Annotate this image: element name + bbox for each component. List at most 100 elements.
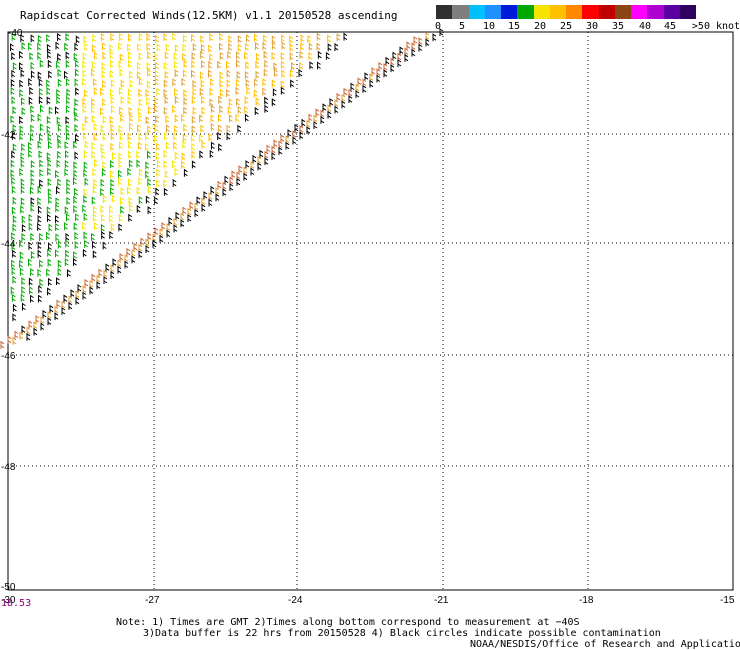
wind-barb xyxy=(82,52,87,61)
wind-barb xyxy=(19,116,23,124)
wind-barb xyxy=(75,35,80,44)
wind-barb xyxy=(218,42,223,51)
wind-barb xyxy=(37,34,42,43)
wind-barb xyxy=(120,205,125,214)
wind-barb xyxy=(64,141,69,150)
wind-barb xyxy=(192,79,197,88)
wind-barb xyxy=(12,124,17,133)
wind-barb xyxy=(39,179,43,188)
wind-barb xyxy=(57,150,61,159)
wind-barb xyxy=(200,50,204,59)
wind-barb xyxy=(118,169,122,178)
wind-barb xyxy=(118,214,123,223)
wind-barb xyxy=(183,168,188,177)
wind-barb xyxy=(92,206,97,214)
wind-barb xyxy=(92,240,96,249)
wind-barb xyxy=(166,229,171,238)
wind-barb xyxy=(138,132,143,141)
wind-barb xyxy=(348,88,353,97)
wind-barb xyxy=(325,51,330,60)
wind-barb xyxy=(93,222,98,230)
wind-barb xyxy=(37,185,42,194)
wind-barb xyxy=(92,250,97,259)
wind-barb xyxy=(57,33,61,41)
wind-barb xyxy=(181,114,185,123)
wind-barb xyxy=(11,150,16,159)
wind-barb xyxy=(110,170,114,179)
wind-barb xyxy=(46,87,51,96)
wind-barb xyxy=(191,60,196,69)
wind-barb xyxy=(201,140,206,149)
wind-barb xyxy=(357,77,362,86)
wind-barb xyxy=(244,96,249,105)
wind-barb xyxy=(37,197,42,206)
wind-barb xyxy=(11,242,16,251)
wind-barb xyxy=(163,33,168,42)
wind-barb xyxy=(110,131,115,140)
wind-barb xyxy=(183,97,188,106)
wind-barb xyxy=(30,34,35,43)
wind-barb xyxy=(219,79,224,88)
wind-barb xyxy=(254,42,259,50)
wind-barb xyxy=(128,33,132,42)
wind-barb xyxy=(245,160,250,168)
wind-barb xyxy=(383,63,388,71)
wind-barb xyxy=(215,193,220,202)
wind-barb xyxy=(173,52,178,61)
wind-barb xyxy=(253,89,258,98)
wind-barb xyxy=(174,114,179,123)
wind-barb xyxy=(299,61,303,70)
wind-barb xyxy=(38,285,43,294)
wind-barb xyxy=(183,89,188,98)
wind-barb xyxy=(278,140,283,149)
note-line-1: Note: 1) Times are GMT 2)Times along bot… xyxy=(116,617,580,628)
wind-barb xyxy=(110,59,114,68)
legend-swatch xyxy=(582,5,599,19)
wind-barb xyxy=(65,232,70,241)
wind-barb xyxy=(57,53,61,62)
wind-barb xyxy=(19,167,24,176)
wind-barb xyxy=(66,96,70,105)
wind-barb xyxy=(127,167,132,176)
wind-barb xyxy=(63,294,68,303)
legend-swatch xyxy=(468,5,485,19)
wind-barb xyxy=(93,132,98,141)
wind-barb xyxy=(20,205,25,214)
wind-barb xyxy=(120,79,125,88)
wind-barb xyxy=(119,106,123,115)
wind-barb xyxy=(57,134,61,143)
wind-barb xyxy=(75,59,79,68)
wind-barb xyxy=(100,188,105,197)
wind-barb xyxy=(219,71,224,80)
legend-swatch xyxy=(436,5,453,19)
wind-barb xyxy=(54,305,59,314)
wind-barb xyxy=(74,78,79,87)
wind-barb xyxy=(119,253,124,261)
wind-barb xyxy=(289,35,294,44)
lat-label-top: -40 xyxy=(8,28,23,39)
wind-barb xyxy=(61,300,66,309)
wind-barb xyxy=(64,160,69,168)
wind-barb xyxy=(343,32,348,41)
legend-swatch xyxy=(549,5,566,19)
wind-barb xyxy=(155,151,160,160)
wind-barb xyxy=(259,149,264,158)
wind-barb xyxy=(237,124,242,133)
wind-barb xyxy=(209,98,214,107)
wind-barb xyxy=(191,95,196,104)
wind-barb xyxy=(155,115,159,124)
wind-barb xyxy=(73,258,77,267)
wind-barb xyxy=(11,293,16,302)
wind-barb xyxy=(163,179,168,188)
wind-barb xyxy=(47,167,51,176)
legend-label: 30 xyxy=(585,21,599,32)
wind-barb xyxy=(362,78,367,87)
wind-barb xyxy=(243,166,248,175)
wind-barb xyxy=(200,124,205,133)
wind-barb xyxy=(47,258,52,267)
wind-barb xyxy=(33,327,38,336)
wind-barb xyxy=(73,177,77,185)
wind-barb xyxy=(12,196,17,205)
wind-barb xyxy=(55,106,59,115)
wind-barb xyxy=(102,132,107,141)
